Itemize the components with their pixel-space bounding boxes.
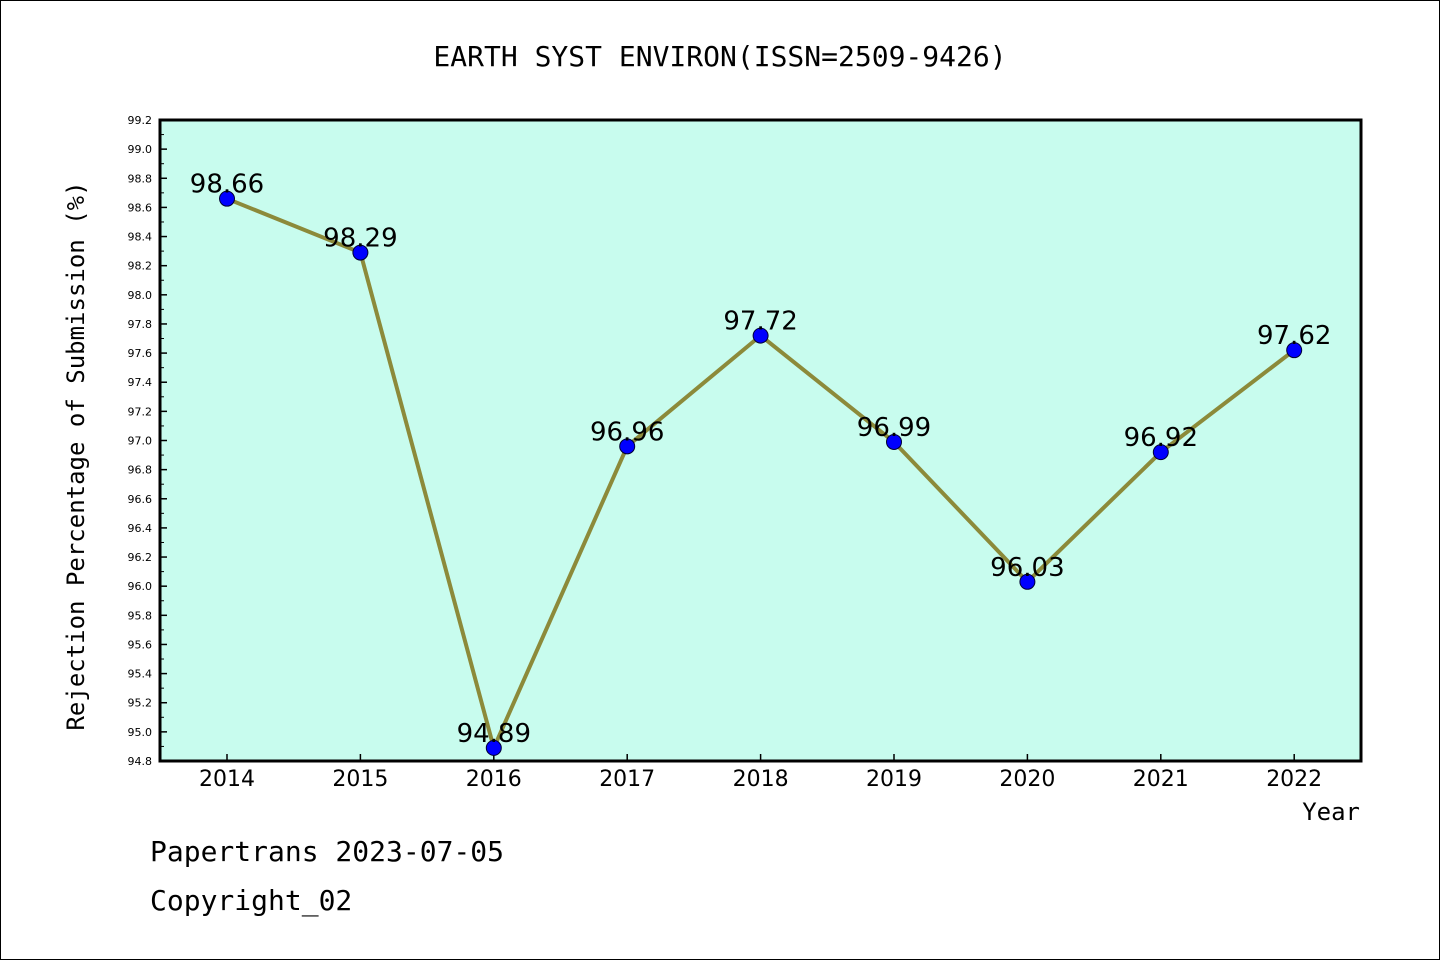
x-tick-label: 2017 [599,767,655,792]
x-tick-label: 2020 [999,767,1055,792]
x-tick-label: 2016 [466,767,522,792]
y-tick-label: 96.4 [128,522,153,535]
y-tick-label: 98.0 [128,289,153,302]
y-tick-label: 95.6 [128,638,153,651]
chart-title: EARTH SYST ENVIRON(ISSN=2509-9426) [433,40,1006,73]
data-label: 96.96 [590,417,664,447]
data-label: 94.89 [457,719,531,749]
y-tick-label: 95.8 [128,609,153,622]
y-tick-label: 98.8 [128,172,153,185]
y-tick-label: 98.4 [128,231,153,244]
y-tick-label: 99.0 [128,143,153,156]
data-label: 96.99 [857,413,931,443]
x-tick-label: 2015 [332,767,388,792]
x-tick-label: 2018 [733,767,789,792]
data-label: 97.62 [1257,321,1331,351]
data-label: 97.72 [723,307,797,337]
y-tick-label: 97.4 [128,376,153,389]
y-tick-label: 99.2 [128,114,153,127]
data-point [219,190,235,207]
x-axis: 2014 2015 2016 2017 2018 2019 2020 2021 2022 [199,754,1322,792]
data-label: 96.92 [1124,423,1198,453]
x-tick-label: 2014 [199,767,255,792]
y-tick-label: 94.8 [128,755,153,768]
data-label: 98.66 [190,170,264,200]
y-tick-label: 95.0 [128,726,153,739]
x-axis-label: Year [1302,798,1360,826]
y-tick-label: 96.2 [128,551,153,564]
data-point [752,327,769,344]
y-tick-label: 97.6 [128,347,153,360]
y-axis-label: Rejection Percentage of Submission (%) [62,181,90,730]
y-tick-label: 96.8 [128,464,153,477]
footer-date: Papertrans 2023-07-05 [150,835,505,868]
data-point [1152,444,1169,461]
data-label: 98.29 [323,224,397,254]
series [219,190,1303,756]
x-tick-label: 2021 [1133,767,1189,792]
y-axis: 94.8 95.0 95.2 95.4 95.6 95.8 96.0 96.2 96.4 96.6… [128,114,167,768]
y-tick-label: 97.0 [128,435,153,448]
data-labels: 98.66 98.29 94.89 96.96 97.72 96.99 96.03 96.92… [190,170,1332,749]
data-point [619,438,636,455]
x-tick-label: 2019 [866,767,922,792]
y-tick-label: 98.2 [128,260,153,273]
x-tick-label: 2022 [1266,767,1322,792]
y-tick-label: 97.8 [128,318,153,331]
plot-area [158,118,1363,763]
y-tick-label: 95.4 [128,668,153,681]
data-point [1019,573,1036,590]
y-tick-label: 95.2 [128,697,153,710]
y-tick-label: 98.6 [128,201,153,214]
data-point [485,739,502,756]
data-point [1286,342,1303,359]
data-point [352,244,369,261]
data-point [886,433,902,450]
footer-copyright: Copyright_02 [150,884,353,917]
y-tick-label: 96.0 [128,580,153,593]
data-label: 96.03 [990,553,1064,583]
y-tick-label: 97.2 [128,405,153,418]
y-tick-label: 96.6 [128,493,153,506]
